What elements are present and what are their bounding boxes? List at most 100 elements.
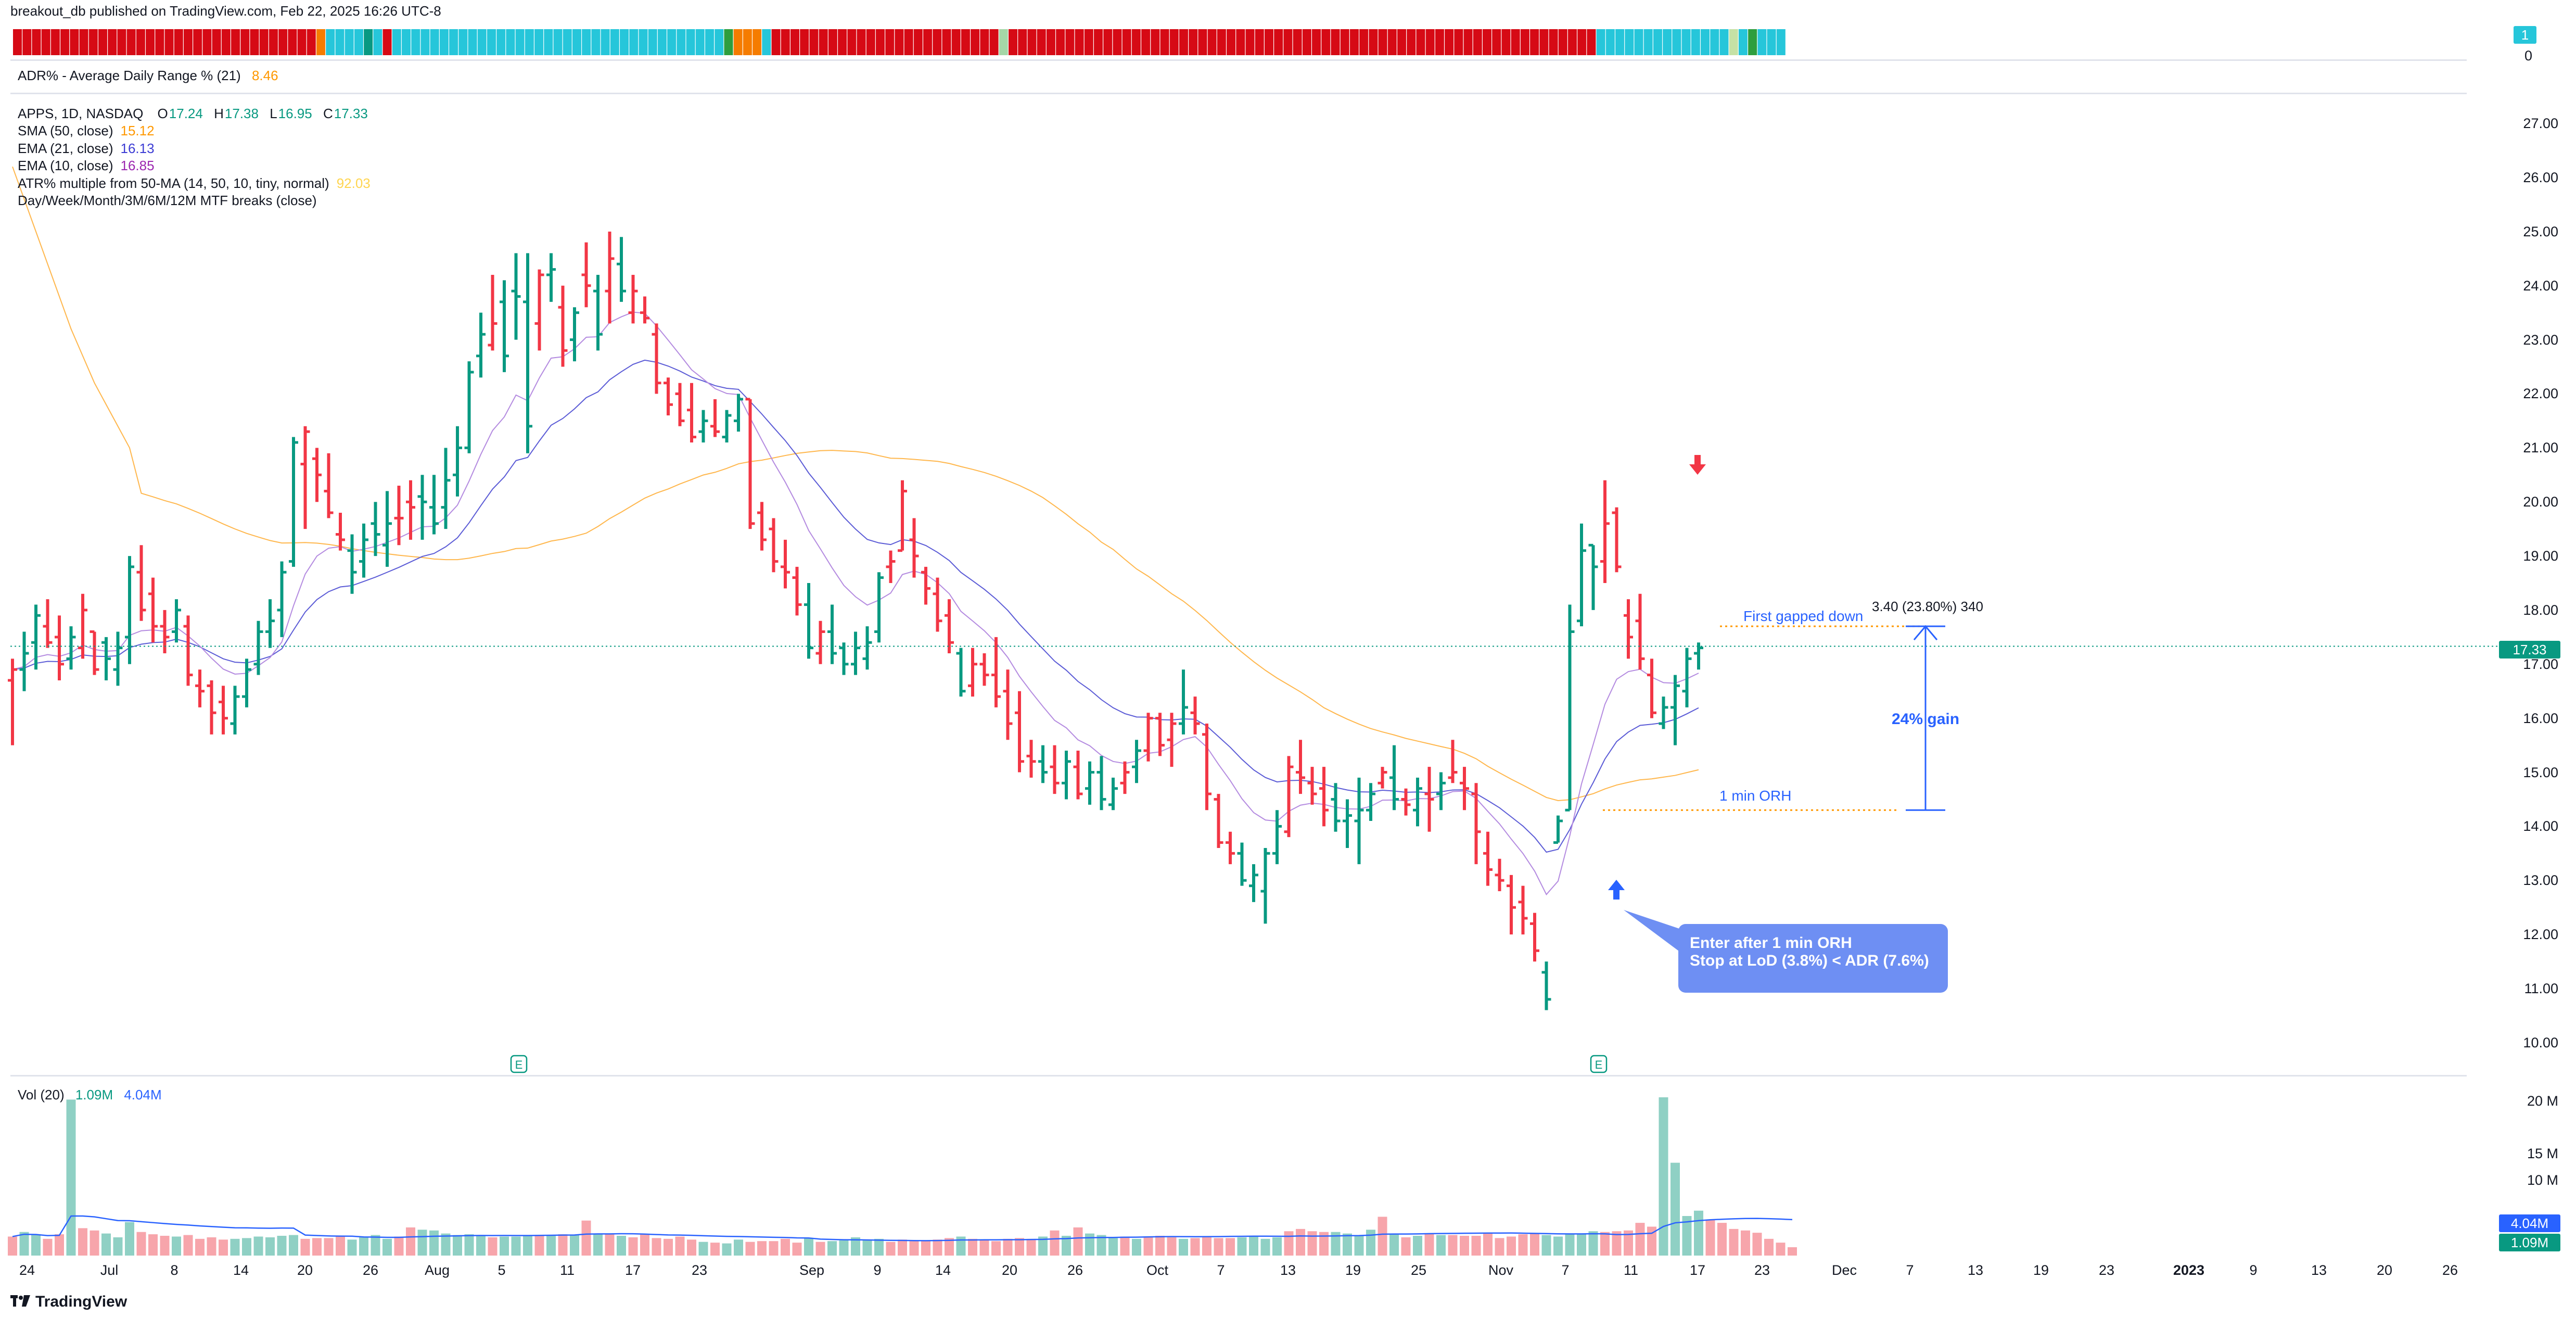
y-tick-label: 21.00 — [2523, 440, 2558, 456]
ohlc-bar — [570, 307, 579, 362]
ohlc-bar — [1577, 523, 1586, 627]
adr-cell — [553, 29, 563, 55]
volume-bar — [1507, 1236, 1516, 1256]
volume-bar — [336, 1236, 345, 1256]
ohlc-bar — [546, 253, 556, 302]
adr-cell — [1757, 29, 1767, 55]
y-tick-label: 19.00 — [2523, 548, 2558, 564]
ohlc-bar — [230, 686, 240, 735]
ohlc-bar — [219, 686, 228, 735]
volume-bar — [1132, 1238, 1141, 1256]
adr-cell — [620, 29, 629, 55]
ohlc-bar — [195, 669, 205, 707]
adr-cell — [50, 29, 60, 55]
volume-bar — [1471, 1235, 1481, 1256]
ohlc-bar — [1530, 913, 1539, 962]
ohlc-bar — [792, 566, 802, 616]
ohlc-bar — [125, 556, 134, 664]
close-value: 17.33 — [334, 106, 368, 121]
volume-bar — [1495, 1238, 1504, 1256]
adr-cell — [1681, 29, 1691, 55]
vol-ma-tag: 4.04M — [2499, 1214, 2560, 1232]
adr-cell — [477, 29, 487, 55]
ohlc-bar — [1612, 507, 1622, 573]
ohlc-bar — [90, 630, 99, 675]
y-tick-label: 14.00 — [2523, 818, 2558, 834]
adr-cell — [1378, 29, 1387, 55]
ohlc-bar — [1624, 599, 1633, 659]
adr-cell — [1653, 29, 1662, 55]
volume-bar — [886, 1242, 896, 1256]
volume-bar — [1249, 1235, 1258, 1256]
atr-legend[interactable]: ATR% multiple from 50-MA (14, 50, 10, ti… — [18, 175, 371, 191]
volume-bar — [968, 1238, 977, 1256]
ema21-legend[interactable]: EMA (21, close) 16.13 — [18, 141, 155, 156]
ohlc-bar — [101, 637, 111, 680]
ohlc-bar — [1553, 815, 1563, 844]
sma50-legend[interactable]: SMA (50, close) 15.12 — [18, 123, 155, 138]
tradingview-brand[interactable]: TradingView — [10, 1293, 127, 1311]
adr-badge: 1 — [2514, 26, 2536, 44]
ohlc-bar — [417, 475, 427, 540]
symbol-legend[interactable]: APPS, 1D, NASDAQ O17.24 H17.38 L16.95 C1… — [18, 106, 368, 121]
first-gapped-down-label: First gapped down — [1743, 608, 1864, 624]
volume-legend[interactable]: Vol (20) 1.09M 4.04M — [18, 1087, 162, 1103]
adr-cell — [373, 29, 382, 55]
brand-text: TradingView — [35, 1293, 127, 1310]
volume-bar — [1553, 1236, 1563, 1256]
adr-cell — [961, 29, 970, 55]
high-value: 17.38 — [224, 106, 259, 121]
adr-cell — [639, 29, 648, 55]
x-tick-label: 26 — [2442, 1262, 2458, 1278]
volume-bar — [1588, 1231, 1598, 1256]
adr-cell — [1283, 29, 1293, 55]
volume-bar — [710, 1243, 720, 1256]
volume-bar — [1050, 1230, 1060, 1256]
adr-cell — [1596, 29, 1605, 55]
adr-cell — [724, 29, 733, 55]
x-tick-label: Oct — [1146, 1262, 1169, 1278]
ohlc-bar — [324, 453, 334, 518]
adr-cell — [1274, 29, 1283, 55]
volume-bar — [792, 1243, 802, 1256]
mtf-legend[interactable]: Day/Week/Month/3M/6M/12M MTF breaks (clo… — [18, 193, 317, 208]
ohlc-bar — [312, 448, 322, 502]
adr-cell — [762, 29, 771, 55]
volume-bar — [815, 1242, 825, 1256]
volume-bar — [66, 1099, 76, 1256]
trade-callout[interactable]: Enter after 1 min ORH Stop at LoD (3.8%)… — [1678, 924, 1948, 993]
adr-cell — [629, 29, 639, 55]
ohlc-bar — [1378, 767, 1387, 789]
volume-bar — [219, 1239, 228, 1256]
adr-cell — [1473, 29, 1482, 55]
adr-heat-strip — [13, 29, 1786, 55]
ohlc-bar — [745, 398, 755, 529]
adr-cell — [41, 29, 50, 55]
adr-cell — [449, 29, 458, 55]
volume-bar — [101, 1233, 111, 1256]
volume-bar — [664, 1238, 673, 1256]
volume-bar — [851, 1237, 860, 1256]
adr-cell — [1691, 29, 1700, 55]
vol-tick-15m: 15 M — [2527, 1146, 2558, 1161]
ohlc-bar — [1471, 783, 1481, 865]
adr-cell — [1037, 29, 1046, 55]
ohlc-bar — [441, 448, 451, 529]
volume-bar — [628, 1237, 638, 1256]
adr-cell — [866, 29, 875, 55]
adr-cell — [753, 29, 762, 55]
ohlc-bar — [1670, 675, 1680, 745]
adr-cell — [819, 29, 828, 55]
ohlc-bar — [734, 394, 743, 432]
ohlc-bar — [1541, 961, 1551, 1010]
ohlc-bar — [593, 274, 603, 351]
ema10-legend[interactable]: EMA (10, close) 16.85 — [18, 158, 155, 173]
x-tick-label: Jul — [100, 1262, 119, 1278]
x-tick-label: 11 — [559, 1262, 575, 1278]
adr-cell — [980, 29, 989, 55]
volume-bar — [1565, 1234, 1575, 1256]
ohlc-bar — [1565, 604, 1575, 812]
y-tick-label: 10.00 — [2523, 1034, 2558, 1050]
ohlc-bar — [429, 475, 439, 535]
